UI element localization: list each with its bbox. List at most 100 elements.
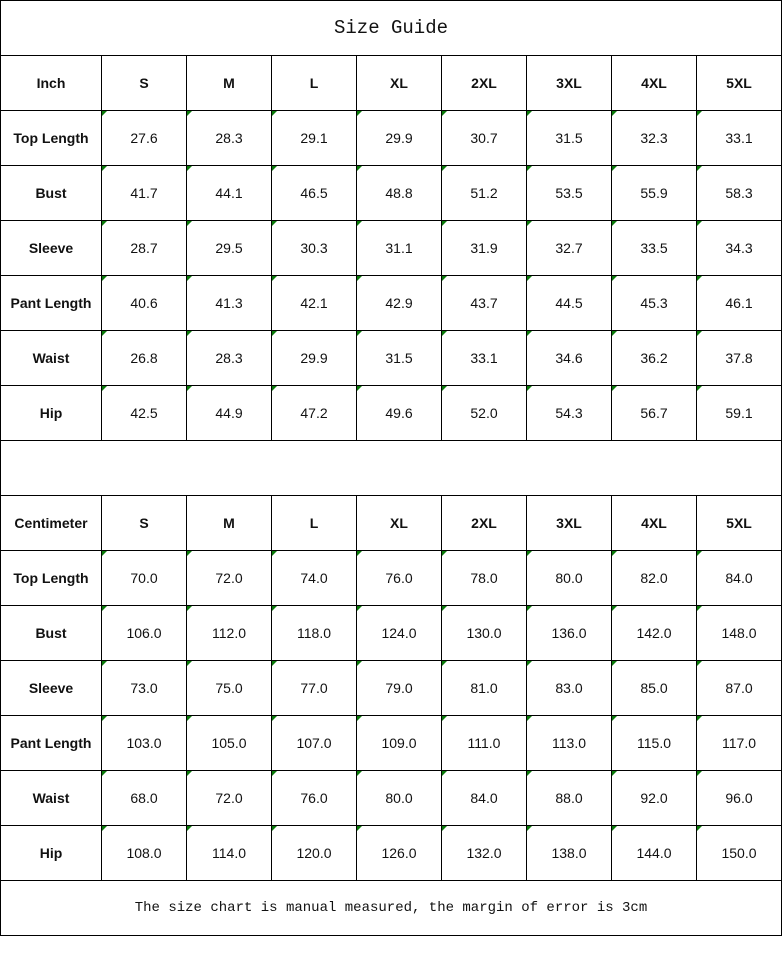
measurement-cell: 34.3 <box>696 220 782 276</box>
measurement-cell: 68.0 <box>101 770 187 826</box>
measurement-cell: 136.0 <box>526 605 612 661</box>
measurement-cell: 46.1 <box>696 275 782 331</box>
measurement-cell: 87.0 <box>696 660 782 716</box>
row-label: Bust <box>0 165 102 221</box>
measurement-cell: 124.0 <box>356 605 442 661</box>
header-row: Centimeter S M L XL 2XL 3XL 4XL 5XL <box>0 495 782 551</box>
size-header: XL <box>356 55 442 111</box>
table-row: Waist 68.0 72.0 76.0 80.0 84.0 88.0 92.0 96.0 <box>0 770 782 826</box>
measurement-cell: 49.6 <box>356 385 442 441</box>
measurement-cell: 26.8 <box>101 330 187 386</box>
measurement-cell: 56.7 <box>611 385 697 441</box>
row-label: Pant Length <box>0 275 102 331</box>
measurement-cell: 150.0 <box>696 825 782 881</box>
unit-header: Inch <box>0 55 102 111</box>
size-header: S <box>101 495 187 551</box>
page-title: Size Guide <box>0 0 782 56</box>
measurement-cell: 103.0 <box>101 715 187 771</box>
measurement-cell: 48.8 <box>356 165 442 221</box>
measurement-cell: 82.0 <box>611 550 697 606</box>
measurement-cell: 114.0 <box>186 825 272 881</box>
measurement-cell: 33.1 <box>441 330 527 386</box>
measurement-cell: 96.0 <box>696 770 782 826</box>
measurement-cell: 130.0 <box>441 605 527 661</box>
measurement-cell: 84.0 <box>696 550 782 606</box>
measurement-cell: 108.0 <box>101 825 187 881</box>
measurement-cell: 32.7 <box>526 220 612 276</box>
measurement-cell: 115.0 <box>611 715 697 771</box>
measurement-cell: 79.0 <box>356 660 442 716</box>
measurement-cell: 83.0 <box>526 660 612 716</box>
measurement-cell: 42.5 <box>101 385 187 441</box>
measurement-cell: 126.0 <box>356 825 442 881</box>
row-label: Bust <box>0 605 102 661</box>
size-header: 3XL <box>526 495 612 551</box>
measurement-cell: 92.0 <box>611 770 697 826</box>
measurement-cell: 33.1 <box>696 110 782 166</box>
title-row: Size Guide <box>0 0 782 56</box>
measurement-cell: 81.0 <box>441 660 527 716</box>
measurement-cell: 27.6 <box>101 110 187 166</box>
table-row: Sleeve 73.0 75.0 77.0 79.0 81.0 83.0 85.0 87.0 <box>0 660 782 716</box>
row-label: Top Length <box>0 550 102 606</box>
measurement-cell: 118.0 <box>271 605 357 661</box>
measurement-cell: 43.7 <box>441 275 527 331</box>
measurement-cell: 72.0 <box>186 770 272 826</box>
table-row: Pant Length 40.6 41.3 42.1 42.9 43.7 44.5 45.3 4… <box>0 275 782 331</box>
measurement-cell: 30.3 <box>271 220 357 276</box>
row-label: Hip <box>0 385 102 441</box>
measurement-cell: 44.5 <box>526 275 612 331</box>
measurement-cell: 148.0 <box>696 605 782 661</box>
measurement-cell: 41.7 <box>101 165 187 221</box>
unit-header: Centimeter <box>0 495 102 551</box>
measurement-cell: 34.6 <box>526 330 612 386</box>
measurement-cell: 29.9 <box>356 110 442 166</box>
measurement-cell: 58.3 <box>696 165 782 221</box>
measurement-cell: 59.1 <box>696 385 782 441</box>
size-header: M <box>186 495 272 551</box>
table-row: Hip 108.0 114.0 120.0 126.0 132.0 138.0 144.0 15… <box>0 825 782 881</box>
table-row: Bust 41.7 44.1 46.5 48.8 51.2 53.5 55.9 58.3 <box>0 165 782 221</box>
spacer-cell <box>0 440 782 496</box>
measurement-cell: 54.3 <box>526 385 612 441</box>
size-header: M <box>186 55 272 111</box>
measurement-cell: 138.0 <box>526 825 612 881</box>
measurement-cell: 37.8 <box>696 330 782 386</box>
table-row: Top Length 70.0 72.0 74.0 76.0 78.0 80.0 82.0 84… <box>0 550 782 606</box>
measurement-cell: 84.0 <box>441 770 527 826</box>
size-header: XL <box>356 495 442 551</box>
measurement-cell: 85.0 <box>611 660 697 716</box>
measurement-cell: 31.5 <box>356 330 442 386</box>
measurement-cell: 52.0 <box>441 385 527 441</box>
measurement-cell: 76.0 <box>356 550 442 606</box>
row-label: Hip <box>0 825 102 881</box>
size-header: 2XL <box>441 55 527 111</box>
footer-row: The size chart is manual measured, the m… <box>0 880 782 936</box>
row-label: Sleeve <box>0 220 102 276</box>
size-header: L <box>271 55 357 111</box>
size-header: 3XL <box>526 55 612 111</box>
measurement-cell: 51.2 <box>441 165 527 221</box>
row-label: Top Length <box>0 110 102 166</box>
measurement-cell: 112.0 <box>186 605 272 661</box>
measurement-cell: 30.7 <box>441 110 527 166</box>
measurement-cell: 36.2 <box>611 330 697 386</box>
size-header: 2XL <box>441 495 527 551</box>
measurement-cell: 111.0 <box>441 715 527 771</box>
size-header: S <box>101 55 187 111</box>
table-row: Pant Length 103.0 105.0 107.0 109.0 111.0 113.… <box>0 715 782 771</box>
size-guide-table: Size Guide Inch S M L XL 2XL 3XL 4XL 5XL Top Leng… <box>0 0 782 936</box>
measurement-cell: 77.0 <box>271 660 357 716</box>
measurement-cell: 46.5 <box>271 165 357 221</box>
row-label: Waist <box>0 770 102 826</box>
measurement-cell: 33.5 <box>611 220 697 276</box>
measurement-cell: 40.6 <box>101 275 187 331</box>
measurement-cell: 75.0 <box>186 660 272 716</box>
measurement-cell: 117.0 <box>696 715 782 771</box>
measurement-cell: 107.0 <box>271 715 357 771</box>
size-header: 5XL <box>696 495 782 551</box>
measurement-cell: 55.9 <box>611 165 697 221</box>
measurement-cell: 44.1 <box>186 165 272 221</box>
table-row: Bust 106.0 112.0 118.0 124.0 130.0 136.0 142.0 1… <box>0 605 782 661</box>
measurement-cell: 132.0 <box>441 825 527 881</box>
